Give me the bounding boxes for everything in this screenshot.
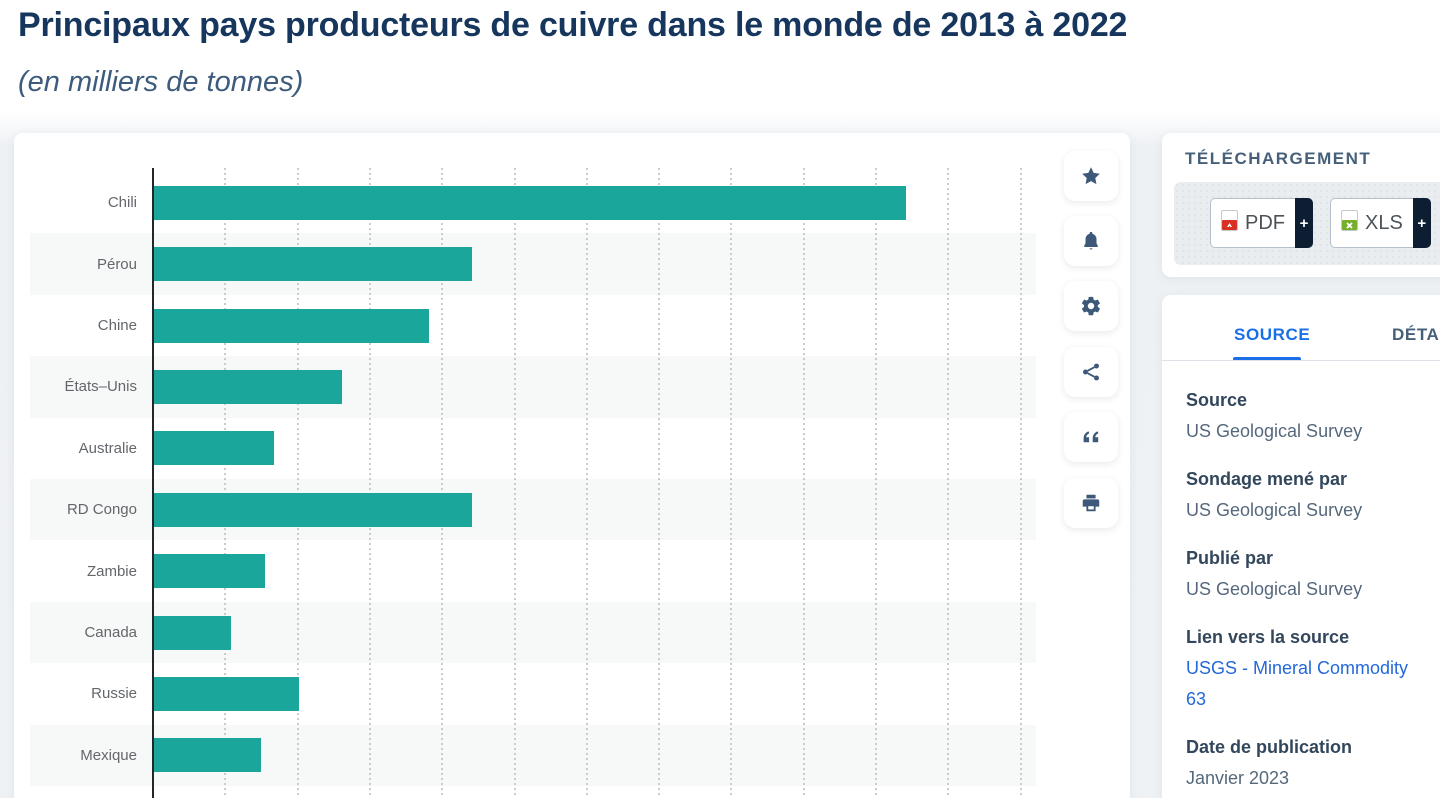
bar-Australie[interactable] [154, 431, 275, 466]
gridline [296, 168, 299, 798]
gridline [947, 168, 950, 798]
favorite-button[interactable] [1064, 151, 1118, 201]
bar-Chine[interactable] [154, 308, 429, 343]
field-source: Source US Geological Survey [1186, 390, 1363, 441]
xls-file-icon [1341, 210, 1358, 236]
download-heading: TÉLÉCHARGEMENT [1185, 149, 1372, 168]
gridline [441, 168, 444, 798]
tabs-row: SOURCE DÉTAILS [1162, 295, 1440, 362]
tab-source[interactable]: SOURCE [1234, 325, 1311, 344]
y-axis [152, 168, 154, 798]
bar-Chili[interactable] [154, 185, 906, 220]
gridline [658, 168, 661, 798]
cite-button[interactable] [1064, 412, 1118, 462]
bar-Zambie[interactable] [154, 554, 266, 589]
category-label: États–Unis [64, 378, 137, 396]
gridline [730, 168, 733, 798]
pdf-label: PDF [1245, 211, 1285, 234]
field-survey-by: Sondage mené par US Geological Survey [1186, 469, 1363, 520]
category-label: Chili [107, 194, 137, 212]
settings-button[interactable] [1064, 281, 1118, 331]
share-icon [1080, 361, 1102, 383]
active-tab-underline [1233, 357, 1301, 361]
bar-Pérou[interactable] [154, 247, 473, 282]
bar-RD Congo[interactable] [154, 492, 473, 527]
bar-Russie[interactable] [154, 676, 299, 711]
gridline [585, 168, 588, 798]
gear-icon [1080, 295, 1102, 317]
gridline [875, 168, 877, 798]
share-button[interactable] [1064, 347, 1118, 397]
page-title: Principaux pays producteurs de cuivre da… [18, 6, 1128, 44]
xls-plus-button[interactable]: + [1412, 198, 1431, 248]
page-subtitle: (en milliers de tonnes) [18, 66, 304, 98]
printer-icon [1080, 492, 1102, 514]
field-publication-date: Date de publication Janvier 2023 [1186, 737, 1353, 788]
download-pdf-button[interactable]: PDF + [1210, 198, 1313, 248]
category-label: Australie [78, 439, 137, 457]
bell-icon [1080, 230, 1102, 252]
field-published-by: Publié par US Geological Survey [1186, 548, 1363, 599]
xls-label: XLS [1365, 211, 1403, 234]
quote-icon [1079, 425, 1103, 449]
download-xls-button[interactable]: XLS + [1330, 198, 1431, 248]
chart-card: Chili Pérou Chine États–Unis Australie RD Con… [14, 133, 1130, 798]
category-label: Zambie [86, 562, 137, 580]
plot-area: Chili Pérou Chine États–Unis Australie RD Con… [14, 133, 1130, 798]
gridline [513, 168, 516, 798]
bar-Mexique[interactable] [154, 738, 261, 773]
tab-details[interactable]: DÉTAILS [1392, 325, 1440, 344]
category-label: Mexique [80, 746, 137, 764]
gridline [802, 168, 805, 798]
source-link[interactable]: USGS - Mineral Commodity 63 [1186, 658, 1409, 709]
download-card: TÉLÉCHARGEMENT PDF + XLS + [1162, 133, 1440, 277]
source-card: SOURCE DÉTAILS Source US Geological Surv… [1162, 295, 1440, 798]
download-panel: PDF + XLS + [1174, 182, 1440, 265]
category-label: RD Congo [66, 501, 137, 519]
pdf-file-icon [1221, 210, 1238, 236]
category-label: Canada [84, 623, 137, 641]
tabs-divider [1162, 360, 1440, 361]
star-icon [1080, 165, 1102, 187]
alerts-button[interactable] [1064, 216, 1118, 266]
field-source-link: Lien vers la source USGS - Mineral Commo… [1186, 622, 1440, 715]
print-button[interactable] [1064, 478, 1118, 528]
bar-Canada[interactable] [154, 615, 231, 650]
gridline [224, 168, 227, 798]
category-label: Chine [97, 316, 137, 334]
gridline [1019, 168, 1022, 798]
gridline [368, 168, 371, 798]
source-fields: Source US Geological Survey Sondage mené… [1186, 385, 1440, 798]
bar-États–Unis[interactable] [154, 369, 342, 404]
pdf-plus-button[interactable]: + [1295, 198, 1313, 248]
category-label: Pérou [96, 255, 137, 273]
category-label: Russie [91, 685, 137, 703]
